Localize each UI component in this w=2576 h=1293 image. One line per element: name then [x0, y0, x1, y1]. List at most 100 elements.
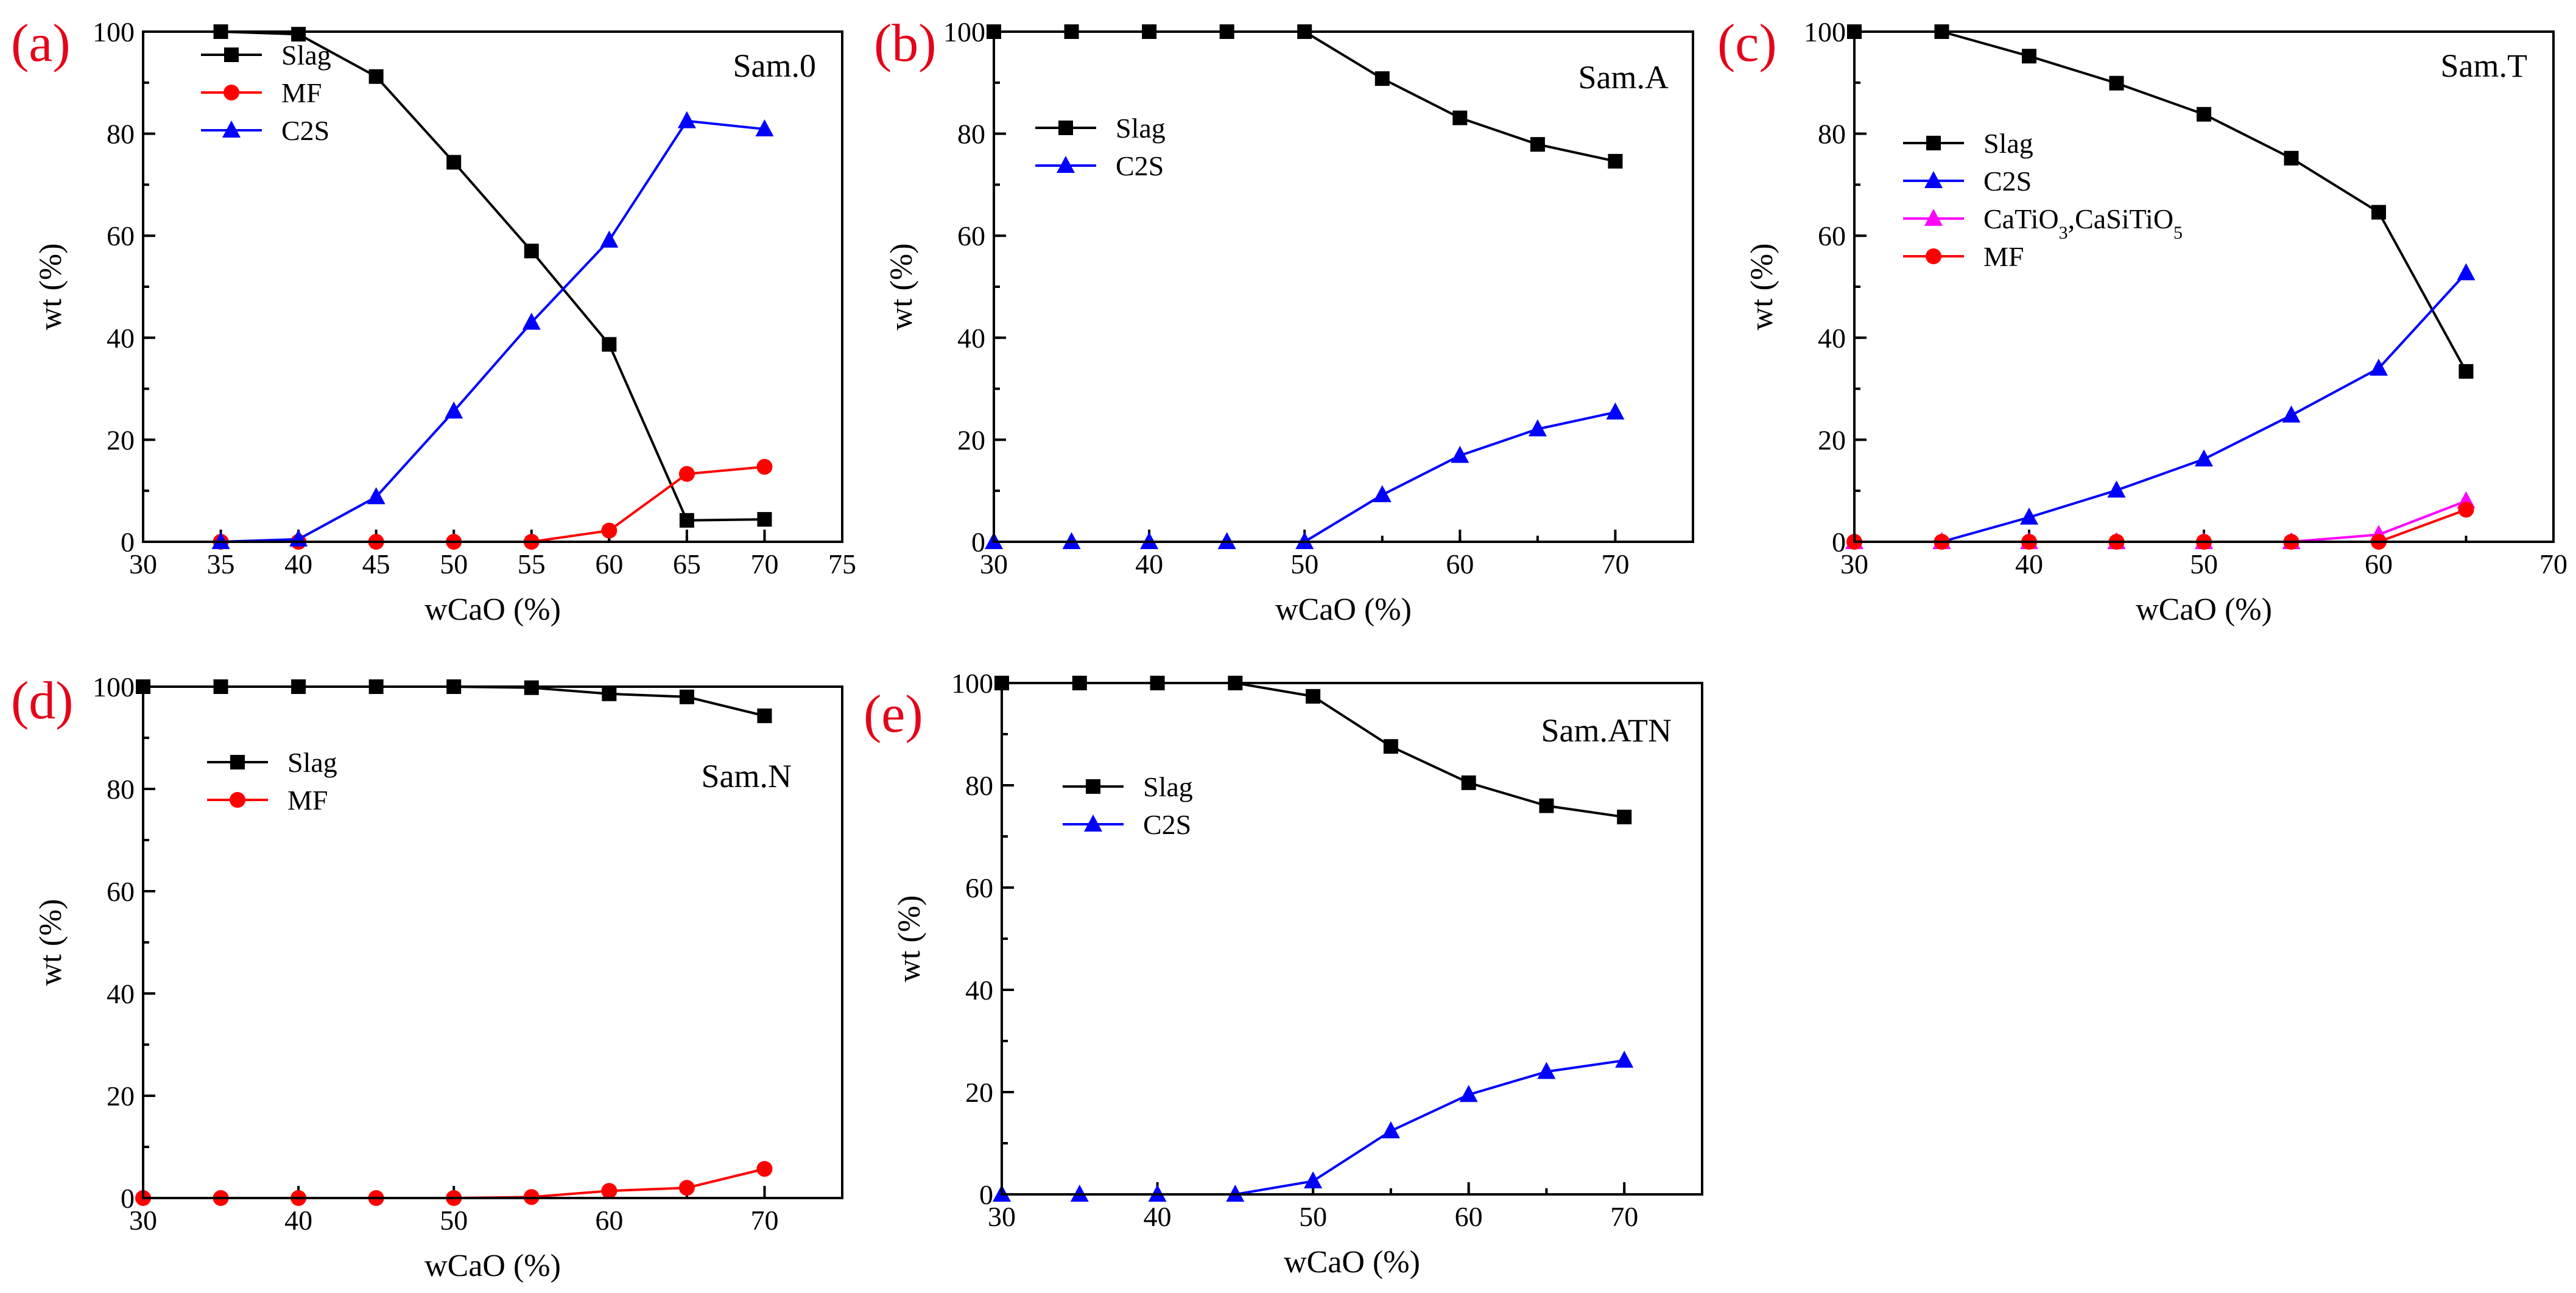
data-point — [756, 1161, 773, 1177]
sample-label: Sam.ATN — [1541, 712, 1672, 749]
legend-marker — [222, 121, 241, 138]
sample-label: Sam.A — [1578, 59, 1669, 96]
y-tick-label: 80 — [107, 774, 135, 805]
data-point — [2370, 359, 2388, 376]
x-tick-label: 55 — [518, 548, 546, 580]
plot-frame — [142, 30, 843, 543]
legend: Slag MF — [207, 747, 337, 816]
data-point — [1461, 775, 1476, 790]
data-point — [1606, 402, 1625, 420]
legend-marker — [1924, 209, 1943, 226]
plot-frame — [1853, 30, 2555, 543]
data-point — [1459, 1085, 1478, 1102]
data-point — [446, 155, 462, 170]
y-tick-label: 40 — [957, 323, 985, 354]
y-tick-label: 20 — [965, 1077, 993, 1108]
x-tick-label: 60 — [595, 548, 623, 580]
legend-item: C2S — [1903, 166, 2032, 197]
legend-marker — [224, 47, 239, 62]
data-point — [1617, 810, 1632, 825]
legend: Slag MF C2S — [201, 40, 331, 146]
series-line — [994, 411, 1616, 543]
y-tick-label: 40 — [107, 978, 135, 1009]
plot-frame — [993, 30, 1694, 543]
y-tick-label: 60 — [957, 220, 985, 251]
legend-label: MF — [281, 77, 322, 108]
y-axis-title: wt (%) — [884, 244, 919, 331]
legend-marker — [1057, 156, 1075, 173]
data-point — [445, 401, 463, 419]
data-point — [1373, 485, 1392, 502]
data-point — [1615, 1050, 1634, 1068]
data-point — [1306, 689, 1321, 704]
data-point — [1608, 153, 1623, 169]
x-tick-label: 40 — [284, 1205, 312, 1236]
x-tick-label: 45 — [362, 548, 390, 580]
data-point — [1539, 798, 1554, 813]
legend-label: Slag — [1983, 128, 2033, 159]
legend-item: CaTiO3,CaSiTiO5 — [1903, 203, 2183, 243]
y-tick-label: 60 — [107, 876, 135, 907]
legend-item: MF — [1903, 241, 2024, 272]
data-point — [757, 708, 772, 723]
x-tick-label: 70 — [750, 1205, 778, 1236]
y-axis-title: wt (%) — [1745, 244, 1779, 331]
x-tick-label: 30 — [129, 548, 157, 580]
panel-letter: (e) — [864, 685, 923, 744]
y-tick-label: 100 — [1804, 16, 1846, 47]
x-tick-label: 50 — [1299, 1201, 1327, 1232]
legend-marker — [1926, 248, 1941, 264]
data-point — [677, 111, 696, 128]
data-point — [1530, 137, 1545, 152]
data-point — [1537, 1062, 1556, 1079]
legend-marker — [223, 85, 239, 100]
data-point — [757, 512, 772, 527]
plot-frame — [142, 685, 843, 1199]
data-point — [1528, 419, 1547, 436]
data-point — [1383, 739, 1398, 754]
data-point — [2109, 75, 2124, 91]
legend-marker — [1086, 779, 1100, 794]
x-tick-label: 30 — [129, 1205, 157, 1236]
data-point — [291, 27, 306, 42]
legend-item: C2S — [1063, 809, 1191, 840]
series-c2s — [1932, 263, 2476, 549]
data-point — [602, 686, 617, 701]
legend-label: C2S — [1143, 809, 1191, 840]
series-c2s — [993, 1050, 1634, 1202]
series-line — [1941, 272, 2467, 543]
y-tick-label: 40 — [107, 323, 135, 354]
x-tick-label: 50 — [440, 1205, 468, 1236]
legend-item: Slag — [1035, 113, 1166, 144]
series-slag — [987, 24, 1623, 169]
data-point — [522, 312, 541, 330]
panel-letter: (d) — [11, 671, 74, 731]
data-point — [601, 522, 618, 539]
x-tick-label: 40 — [1135, 548, 1163, 580]
data-point — [1452, 110, 1468, 125]
y-tick-label: 80 — [1818, 119, 1846, 150]
legend-marker — [1926, 136, 1941, 150]
series-line — [220, 119, 765, 543]
x-tick-label: 65 — [673, 548, 701, 580]
x-tick-label: 50 — [2190, 548, 2218, 580]
y-tick-label: 100 — [951, 668, 993, 699]
x-tick-label: 70 — [2539, 548, 2567, 580]
legend: Slag C2S — [1063, 771, 1193, 840]
y-tick-label: 60 — [1818, 220, 1846, 251]
data-point — [2458, 502, 2474, 518]
y-tick-label: 0 — [121, 1183, 135, 1214]
panel-letter: (b) — [874, 14, 937, 73]
y-tick-label: 0 — [121, 527, 135, 558]
legend-marker — [1084, 815, 1102, 832]
x-tick-label: 40 — [2015, 548, 2043, 580]
y-tick-label: 20 — [107, 1081, 135, 1112]
data-point — [2284, 150, 2299, 166]
legend-marker — [230, 755, 245, 769]
y-tick-label: 60 — [965, 872, 993, 903]
legend-label: C2S — [281, 115, 329, 146]
x-tick-label: 75 — [828, 548, 856, 580]
legend-label: CaTiO3,CaSiTiO5 — [1983, 203, 2183, 243]
